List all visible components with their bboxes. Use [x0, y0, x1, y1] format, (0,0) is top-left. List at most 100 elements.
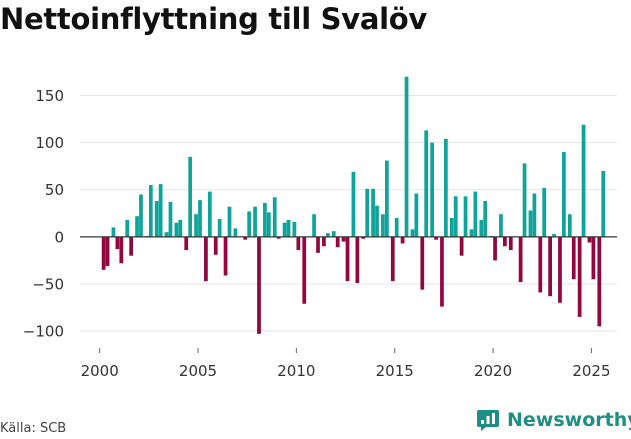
bar[interactable]: [528, 210, 533, 237]
bar[interactable]: [434, 236, 438, 240]
brand-logo[interactable]: Newsworthy: [476, 408, 631, 432]
bar[interactable]: [459, 236, 464, 256]
bar[interactable]: [331, 231, 336, 237]
bar[interactable]: [375, 205, 379, 237]
bar[interactable]: [567, 214, 572, 237]
bar[interactable]: [473, 191, 478, 237]
bar[interactable]: [101, 236, 106, 270]
bar[interactable]: [286, 219, 291, 237]
bar[interactable]: [449, 218, 454, 237]
bar[interactable]: [499, 214, 503, 237]
bar[interactable]: [188, 156, 193, 237]
bar[interactable]: [257, 236, 261, 334]
bar[interactable]: [233, 228, 238, 237]
bar[interactable]: [597, 236, 602, 327]
bar[interactable]: [223, 236, 228, 276]
bar[interactable]: [371, 188, 375, 237]
bar[interactable]: [381, 214, 385, 237]
bar[interactable]: [119, 236, 124, 264]
bar[interactable]: [493, 236, 497, 261]
bar[interactable]: [548, 236, 552, 297]
bar[interactable]: [587, 236, 592, 243]
bar[interactable]: [184, 236, 189, 251]
bar[interactable]: [518, 236, 523, 283]
bar[interactable]: [355, 236, 360, 284]
bar[interactable]: [591, 236, 596, 280]
bar[interactable]: [503, 236, 507, 247]
bar[interactable]: [194, 214, 198, 237]
bar[interactable]: [430, 142, 434, 237]
bar[interactable]: [322, 236, 326, 247]
bar[interactable]: [129, 236, 134, 256]
bar[interactable]: [316, 236, 320, 253]
bar[interactable]: [272, 197, 277, 237]
bar[interactable]: [335, 236, 340, 248]
bar[interactable]: [139, 194, 143, 237]
bar[interactable]: [345, 236, 350, 282]
bar[interactable]: [404, 76, 409, 237]
bar[interactable]: [164, 232, 169, 237]
bar[interactable]: [213, 236, 218, 255]
bar[interactable]: [538, 236, 543, 293]
bar[interactable]: [243, 236, 248, 240]
bar[interactable]: [384, 160, 389, 237]
bar[interactable]: [469, 229, 474, 237]
bar[interactable]: [400, 236, 405, 244]
bar[interactable]: [444, 138, 448, 237]
bar[interactable]: [227, 206, 232, 237]
bar[interactable]: [325, 233, 330, 237]
bar[interactable]: [263, 202, 267, 237]
bar[interactable]: [204, 236, 208, 282]
bar[interactable]: [394, 218, 399, 237]
bar[interactable]: [479, 219, 484, 237]
bar[interactable]: [440, 236, 444, 307]
bar[interactable]: [365, 188, 370, 237]
bar[interactable]: [361, 236, 366, 239]
bar[interactable]: [558, 236, 562, 303]
bar[interactable]: [174, 222, 179, 237]
bar[interactable]: [148, 185, 153, 237]
bar[interactable]: [207, 191, 212, 237]
bar[interactable]: [312, 214, 316, 237]
bar[interactable]: [483, 201, 488, 237]
bar[interactable]: [552, 234, 556, 237]
bar[interactable]: [410, 229, 415, 237]
bar[interactable]: [571, 236, 576, 280]
bar[interactable]: [542, 187, 547, 237]
bar[interactable]: [341, 236, 346, 242]
bar[interactable]: [302, 236, 307, 304]
bar[interactable]: [276, 236, 281, 239]
bar[interactable]: [168, 201, 173, 237]
bar[interactable]: [111, 227, 116, 237]
bar[interactable]: [420, 236, 425, 290]
bar[interactable]: [562, 152, 566, 237]
bar[interactable]: [125, 219, 130, 237]
bar[interactable]: [463, 196, 468, 237]
bar[interactable]: [351, 171, 356, 237]
bar[interactable]: [414, 193, 419, 237]
bar[interactable]: [247, 211, 252, 237]
bar[interactable]: [217, 218, 222, 237]
bar[interactable]: [424, 130, 429, 237]
bar[interactable]: [135, 216, 139, 237]
bar[interactable]: [577, 236, 582, 317]
bar[interactable]: [522, 163, 527, 237]
bar[interactable]: [532, 193, 537, 237]
bar[interactable]: [266, 212, 271, 237]
bar[interactable]: [292, 221, 297, 237]
bar[interactable]: [581, 124, 586, 237]
bar[interactable]: [105, 236, 110, 267]
bar[interactable]: [158, 184, 163, 237]
bar[interactable]: [282, 222, 287, 237]
bar[interactable]: [453, 196, 458, 237]
bar[interactable]: [601, 170, 606, 237]
bar[interactable]: [178, 219, 183, 237]
bar[interactable]: [296, 236, 301, 251]
bar[interactable]: [154, 201, 159, 237]
bar[interactable]: [198, 200, 202, 237]
y-tick-label: −100: [23, 323, 64, 341]
bar[interactable]: [115, 236, 120, 250]
bar[interactable]: [253, 206, 257, 237]
bar[interactable]: [508, 236, 513, 251]
bar[interactable]: [390, 236, 395, 282]
